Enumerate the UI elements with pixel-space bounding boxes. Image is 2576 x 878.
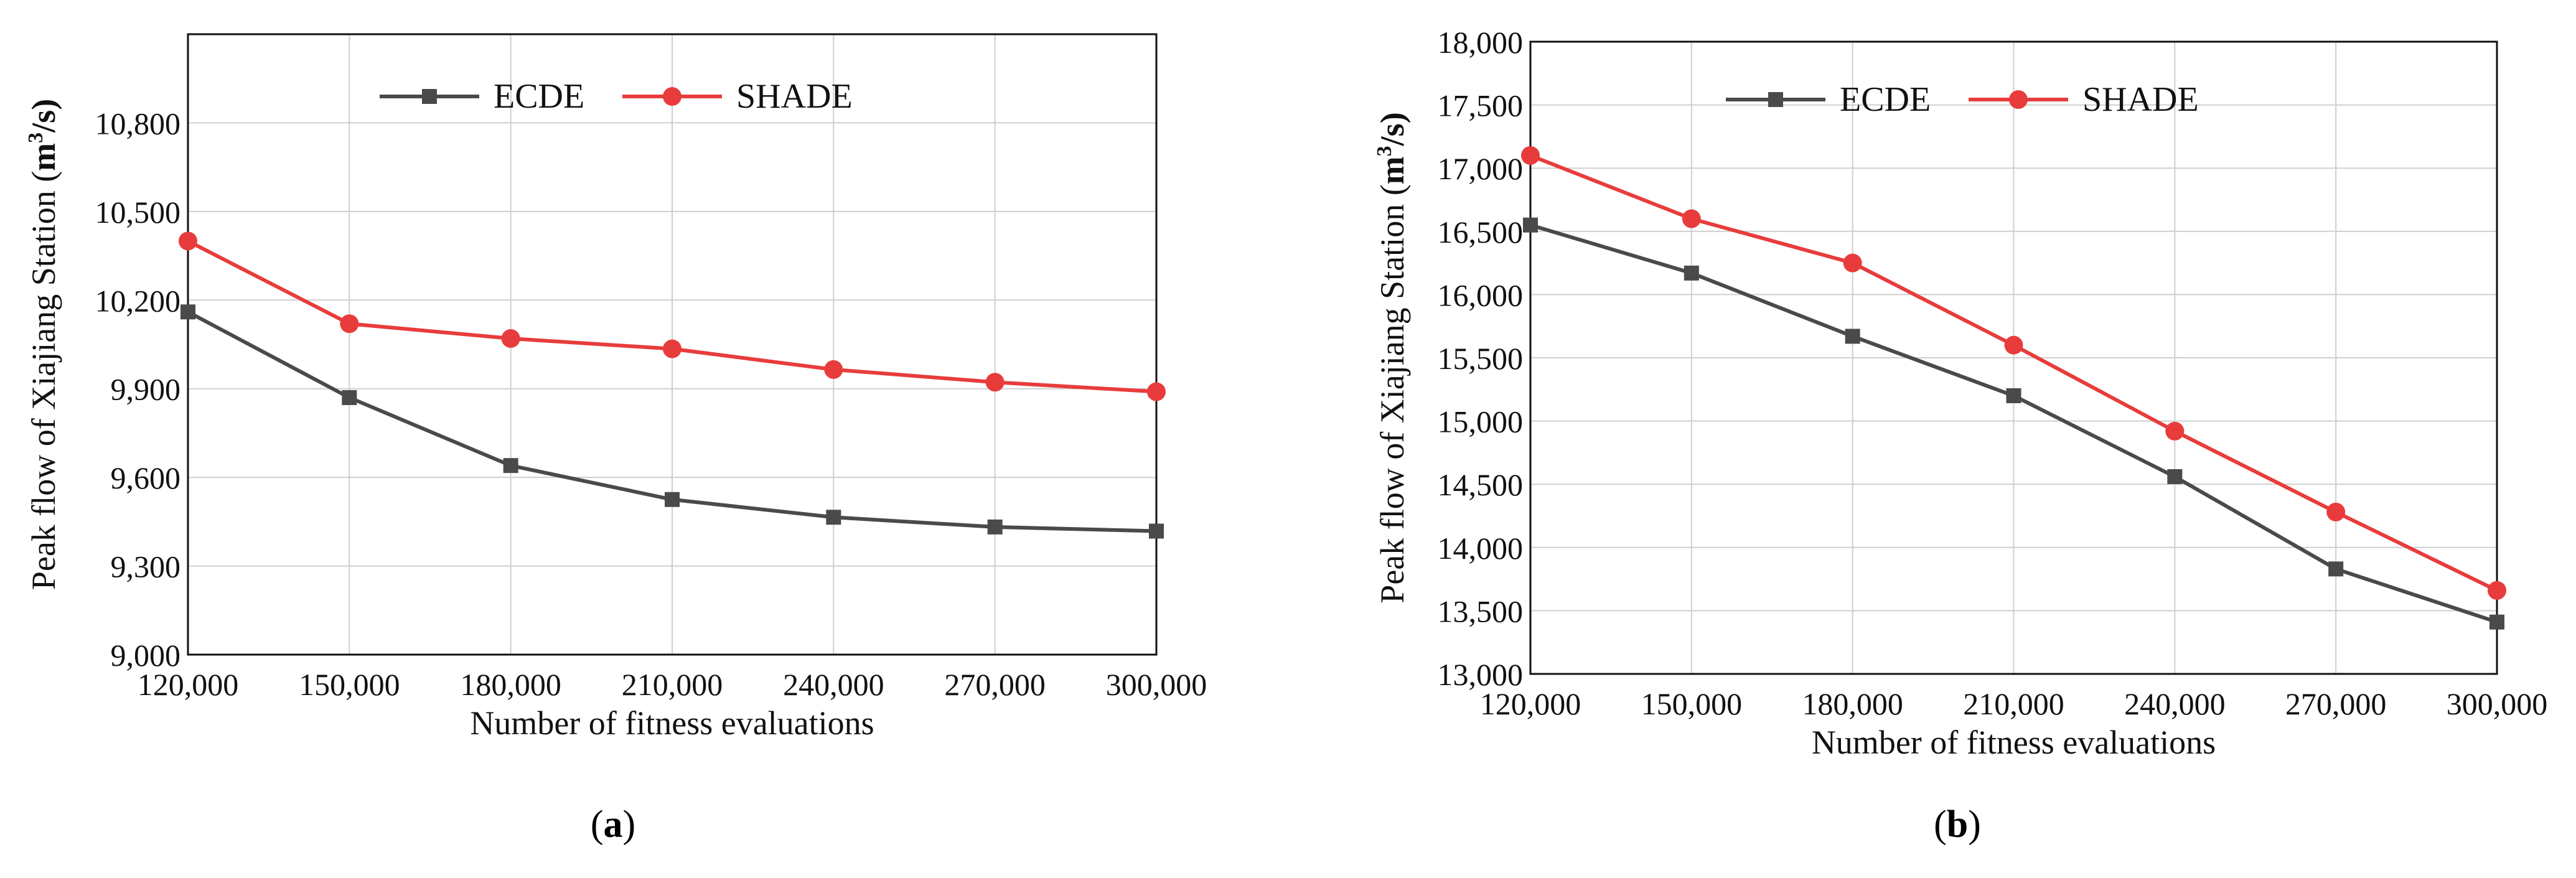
data-point-ecde xyxy=(2489,614,2504,630)
legend-marker-ecde xyxy=(422,89,437,104)
data-point-ecde xyxy=(1684,265,1699,281)
y-tick-label: 15,000 xyxy=(1438,404,1524,439)
y-axis-label: Peak flow of Xiajiang Station (m3/s) xyxy=(1373,112,1411,603)
y-tick-label: 16,500 xyxy=(1438,215,1524,250)
data-point-ecde xyxy=(1149,523,1164,539)
data-point-shade xyxy=(2165,421,2185,441)
data-point-shade xyxy=(2326,502,2346,521)
y-tick-label: 9,600 xyxy=(111,460,181,495)
data-point-shade xyxy=(501,329,520,348)
y-tick-label: 14,000 xyxy=(1438,531,1524,566)
x-tick-label: 210,000 xyxy=(1963,686,2064,721)
x-tick-label: 300,000 xyxy=(1106,667,1207,702)
data-point-ecde xyxy=(2167,469,2183,485)
data-point-shade xyxy=(663,339,681,358)
y-tick-label: 13,500 xyxy=(1438,594,1524,628)
y-tick-label: 13,000 xyxy=(1438,657,1524,692)
x-tick-label: 120,000 xyxy=(138,667,239,702)
y-tick-label: 10,200 xyxy=(95,283,181,318)
data-point-shade xyxy=(1147,382,1166,401)
data-point-shade xyxy=(1682,209,1701,228)
y-tick-label: 9,900 xyxy=(111,372,181,407)
panel-label-b: (b) xyxy=(1895,803,2020,847)
data-point-shade xyxy=(1843,253,1862,273)
legend-marker-ecde xyxy=(1768,92,1783,107)
chart-a: 9,000 9,300 9,600 9,900 10,200 10,500 10,800 12… xyxy=(24,33,1207,742)
y-tick-label: 17,500 xyxy=(1438,88,1524,123)
chart-b: 13,000 13,500 14,000 14,500 15,000 15,500 16,0… xyxy=(1373,25,2547,761)
y-tick-label: 9,300 xyxy=(111,549,181,584)
data-point-shade xyxy=(340,314,359,334)
y-tick-label: 16,000 xyxy=(1438,278,1524,312)
data-point-ecde xyxy=(2328,561,2344,577)
plot-frame xyxy=(187,33,1158,656)
data-point-ecde xyxy=(2006,388,2021,403)
legend-marker-shade xyxy=(663,87,681,106)
data-point-ecde xyxy=(987,519,1003,535)
data-point-shade xyxy=(1521,146,1540,165)
panel-label-b-close: ) xyxy=(1968,803,1981,846)
y-tick-label: 17,000 xyxy=(1438,151,1524,186)
data-point-shade xyxy=(179,231,197,251)
panel-label-b-letter: b xyxy=(1946,803,1969,846)
x-tick-label: 150,000 xyxy=(1641,686,1743,721)
data-point-shade xyxy=(2004,335,2023,355)
x-tick-label: 180,000 xyxy=(1802,686,1903,721)
panel-label-a-letter: a xyxy=(603,803,623,846)
data-point-shade xyxy=(824,360,843,379)
x-axis-label: Number of fitness evaluations xyxy=(470,704,874,742)
y-tick-label: 10,800 xyxy=(95,106,181,141)
x-tick-label: 300,000 xyxy=(2447,686,2548,721)
x-tick-label: 240,000 xyxy=(783,667,884,702)
y-tick-label: 18,000 xyxy=(1438,25,1524,60)
data-point-ecde xyxy=(826,510,841,525)
legend-marker-shade xyxy=(2009,90,2028,109)
data-point-ecde xyxy=(180,304,195,320)
x-tick-label: 120,000 xyxy=(1480,686,1581,721)
plot-frame xyxy=(1529,40,2498,675)
y-tick-label: 15,500 xyxy=(1438,341,1524,376)
panel-label-b-open: ( xyxy=(1934,803,1947,846)
x-tick-label: 270,000 xyxy=(2285,686,2387,721)
panel-label-a: (a) xyxy=(551,803,675,847)
data-point-ecde xyxy=(342,390,357,405)
data-point-shade xyxy=(985,373,1005,392)
panel-label-a-close: ) xyxy=(622,803,636,846)
x-tick-label: 210,000 xyxy=(622,667,723,702)
legend-label-shade: SHADE xyxy=(736,77,853,116)
data-point-ecde xyxy=(1845,329,1860,344)
y-tick-label: 10,500 xyxy=(95,195,181,230)
x-tick-label: 180,000 xyxy=(460,667,561,702)
data-point-shade xyxy=(2488,581,2506,600)
data-point-ecde xyxy=(665,492,680,507)
y-tick-label: 14,500 xyxy=(1438,467,1524,502)
x-tick-label: 240,000 xyxy=(2124,686,2226,721)
x-axis-label: Number of fitness evaluations xyxy=(1812,724,2216,761)
data-point-ecde xyxy=(1523,217,1538,233)
y-tick-label: 9,000 xyxy=(111,638,181,673)
panel-label-a-open: ( xyxy=(590,803,604,846)
legend-label-shade: SHADE xyxy=(2082,80,2199,119)
data-point-ecde xyxy=(503,458,518,474)
y-axis-label: Peak flow of Xiajiang Station (m3/s) xyxy=(24,99,62,590)
legend-label-ecde: ECDE xyxy=(494,77,584,116)
legend-label-ecde: ECDE xyxy=(1840,80,1931,119)
x-tick-label: 270,000 xyxy=(944,667,1046,702)
x-tick-label: 150,000 xyxy=(299,667,400,702)
